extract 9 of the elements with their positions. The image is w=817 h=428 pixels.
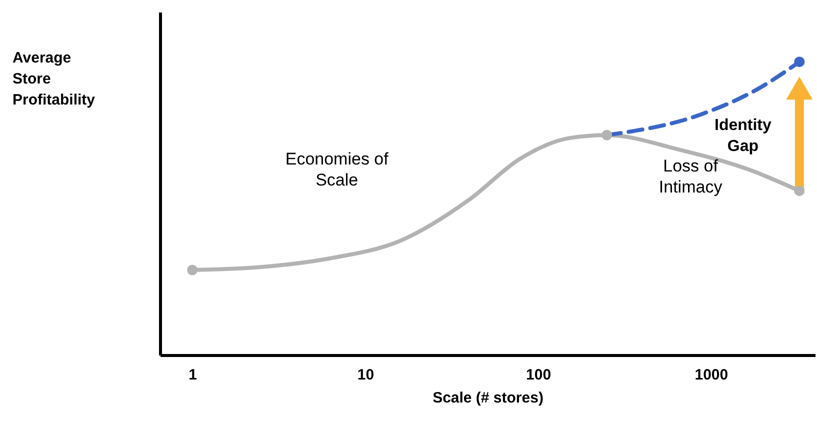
annotation: Loss of Intimacy: [658, 156, 723, 196]
x-tick-label: 1: [188, 366, 198, 384]
annotation: Economies of Scale: [285, 149, 389, 190]
x-tick-label: 10: [357, 366, 374, 384]
x-tick-label: 100: [526, 366, 552, 384]
x-tick-label: 1000: [694, 366, 728, 384]
annotation: Identity Gap: [714, 117, 772, 156]
x-axis-title: Scale (# stores): [432, 390, 544, 406]
y-axis-title: Average Store Profitability: [12, 50, 96, 108]
